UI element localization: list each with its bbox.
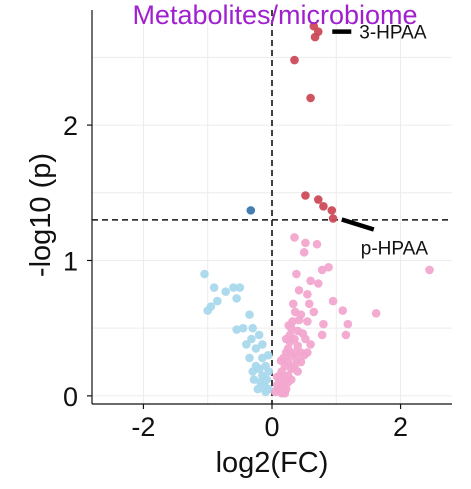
up-nonsignificant-point [288, 299, 298, 309]
up-significant-point [328, 214, 338, 223]
annotation-pointer-p-hpaa [341, 217, 375, 232]
up-significant-point [290, 55, 299, 65]
up-nonsignificant-point [293, 341, 303, 351]
down-nonsignificant-point [264, 384, 274, 394]
down-nonsignificant-point [262, 375, 272, 384]
up-nonsignificant-point [304, 299, 314, 309]
up-nonsignificant-point [281, 334, 291, 344]
down-nonsignificant-point [238, 323, 248, 333]
annotation-layer: 3-HPAA p-HPAA [332, 23, 428, 260]
up-nonsignificant-point [292, 355, 301, 364]
down-nonsignificant-point [213, 296, 222, 306]
up-nonsignificant-point [319, 319, 328, 329]
up-nonsignificant-point [317, 265, 327, 275]
down-nonsignificant-point [248, 367, 258, 376]
down-nonsignificant-point [253, 384, 263, 394]
up-nonsignificant-point [276, 356, 286, 365]
up-significant-point [301, 191, 310, 200]
up-nonsignificant-point [294, 315, 304, 325]
down-nonsignificant-point [221, 287, 231, 296]
up-nonsignificant-point [338, 306, 348, 315]
down-nonsignificant-point [229, 283, 238, 292]
y-axis-label: -log10 (p) [25, 153, 57, 277]
up-nonsignificant-point [306, 276, 315, 286]
up-nonsignificant-point [270, 387, 280, 397]
down-nonsignificant-point [254, 330, 264, 340]
up-nonsignificant-point [290, 233, 299, 242]
up-nonsignificant-point [290, 348, 299, 357]
up-nonsignificant-point [298, 329, 308, 338]
up-nonsignificant-point [294, 285, 304, 295]
up-nonsignificant-point [313, 279, 323, 288]
y-tick-label: 2 [63, 111, 78, 141]
down-nonsignificant-point [235, 283, 245, 292]
up-nonsignificant-point [290, 307, 300, 317]
x-tick-label: 2 [393, 412, 408, 442]
up-nonsignificant-point [343, 319, 353, 329]
down-nonsignificant-point [264, 367, 274, 376]
up-significant-point [313, 195, 323, 204]
y-tick-label: 0 [63, 382, 78, 412]
up-nonsignificant-point [324, 262, 333, 272]
y-tick-label: 1 [63, 246, 78, 276]
up-nonsignificant-point [306, 340, 315, 349]
annotation-label-p-hpaa: p-HPAA [361, 239, 429, 260]
up-nonsignificant-point [299, 248, 309, 257]
up-nonsignificant-point [341, 330, 351, 340]
up-nonsignificant-point [292, 269, 301, 279]
down-nonsignificant-point [203, 306, 213, 315]
down-nonsignificant-point [200, 269, 209, 279]
annotation-label-3-hpaa: 3-HPAA [359, 23, 427, 44]
chart-title: Metabolites/microbiome [132, 0, 417, 30]
down-nonsignificant-point [248, 323, 258, 333]
down-nonsignificant-point [209, 283, 219, 292]
x-axis-label: log2(FC) [216, 447, 329, 479]
down-nonsignificant-point [241, 340, 251, 349]
up-nonsignificant-point [303, 348, 312, 357]
x-tick-label: -2 [131, 412, 155, 442]
up-nonsignificant-point [293, 367, 303, 376]
x-tick-label: 0 [264, 412, 279, 442]
down-nonsignificant-point [232, 325, 241, 334]
up-nonsignificant-point [328, 296, 338, 306]
up-nonsignificant-point [371, 308, 381, 318]
reference-lines [92, 10, 452, 404]
up-nonsignificant-point [284, 321, 294, 330]
down-nonsignificant-point [249, 375, 259, 384]
up-nonsignificant-point [280, 388, 290, 398]
up-nonsignificant-point [312, 239, 322, 249]
down-nonsignificant-point [258, 340, 267, 349]
down-nonsignificant-point [251, 344, 261, 353]
up-significant-point [309, 21, 319, 31]
up-nonsignificant-point [317, 330, 327, 340]
down-nonsignificant-point [232, 294, 241, 303]
down-nonsignificant-point [263, 350, 273, 360]
points-layer [200, 21, 434, 398]
up-significant-point [327, 206, 337, 215]
up-nonsignificant-point [281, 348, 291, 357]
down-nonsignificant-point [245, 310, 254, 319]
up-nonsignificant-point [303, 290, 312, 299]
up-nonsignificant-point [272, 372, 282, 382]
down-significant-point [246, 206, 256, 215]
down-nonsignificant-point [245, 353, 254, 363]
down-nonsignificant-point [247, 334, 256, 344]
up-nonsignificant-point [272, 380, 282, 390]
up-significant-point [310, 32, 320, 42]
up-nonsignificant-point [425, 265, 434, 275]
up-nonsignificant-point [303, 317, 312, 326]
axis-layer: -2 0 2 0 1 2 [63, 10, 452, 442]
up-nonsignificant-point [309, 307, 319, 317]
up-significant-point [306, 93, 315, 103]
down-nonsignificant-point [254, 364, 264, 374]
up-nonsignificant-point [301, 238, 310, 248]
up-significant-point [319, 202, 328, 211]
